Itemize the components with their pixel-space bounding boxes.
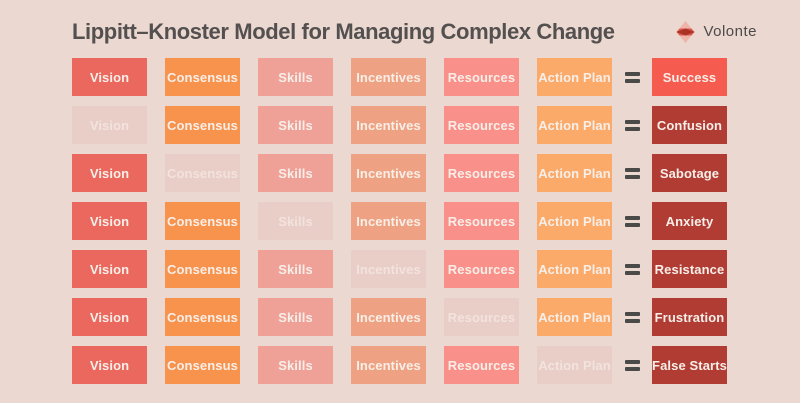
factor-box-action-plan: Action Plan — [537, 202, 612, 240]
model-row: Vision Consensus Skills Incentives Resources… — [72, 298, 800, 336]
result-box-success: Success — [652, 58, 727, 96]
factor-box-resources: Resources — [444, 250, 519, 288]
factor-box-resources-missing: Resources — [444, 298, 519, 336]
equals-bar — [624, 174, 640, 179]
equals-bar — [624, 71, 640, 76]
factor-box-incentives: Incentives — [351, 298, 426, 336]
factor-box-consensus-missing: Consensus — [165, 154, 240, 192]
equals-icon — [624, 263, 640, 275]
factor-box-skills-missing: Skills — [258, 202, 333, 240]
equals-bar — [624, 119, 640, 124]
factor-box-vision: Vision — [72, 250, 147, 288]
factor-box-incentives-missing: Incentives — [351, 250, 426, 288]
model-row: Vision Consensus Skills Incentives Resources… — [72, 58, 800, 96]
result-box-anxiety: Anxiety — [652, 202, 727, 240]
equals-icon — [624, 119, 640, 131]
factor-box-incentives: Incentives — [351, 106, 426, 144]
factor-box-vision: Vision — [72, 58, 147, 96]
factor-box-consensus: Consensus — [165, 298, 240, 336]
factor-box-consensus: Consensus — [165, 202, 240, 240]
factor-box-resources: Resources — [444, 346, 519, 384]
factor-box-skills: Skills — [258, 58, 333, 96]
model-row: Vision Consensus Skills Incentives Resources… — [72, 250, 800, 288]
factor-box-incentives: Incentives — [351, 58, 426, 96]
equals-bar — [624, 222, 640, 227]
factor-box-consensus: Consensus — [165, 58, 240, 96]
model-row: Vision Consensus Skills Incentives Resources… — [72, 202, 800, 240]
factor-box-vision: Vision — [72, 346, 147, 384]
equals-bar — [624, 270, 640, 275]
factor-box-action-plan: Action Plan — [537, 298, 612, 336]
header: Lippitt–Knoster Model for Managing Compl… — [0, 0, 800, 46]
factor-box-skills: Skills — [258, 250, 333, 288]
factor-box-action-plan-missing: Action Plan — [537, 346, 612, 384]
equals-icon — [624, 359, 640, 371]
model-row: Vision Consensus Skills Incentives Resources… — [72, 106, 800, 144]
equals-bar — [624, 311, 640, 316]
equals-icon — [624, 215, 640, 227]
result-box-false-starts: False Starts — [652, 346, 727, 384]
brand-logo-text: Volonte — [703, 23, 757, 40]
factor-box-skills: Skills — [258, 154, 333, 192]
factor-box-consensus: Consensus — [165, 346, 240, 384]
factor-box-action-plan: Action Plan — [537, 250, 612, 288]
result-box-sabotage: Sabotage — [652, 154, 727, 192]
equals-bar — [624, 78, 640, 83]
factor-box-vision-missing: Vision — [72, 106, 147, 144]
result-box-resistance: Resistance — [652, 250, 727, 288]
factor-box-incentives: Incentives — [351, 154, 426, 192]
factor-box-resources: Resources — [444, 202, 519, 240]
factor-box-action-plan: Action Plan — [537, 154, 612, 192]
equals-bar — [624, 167, 640, 172]
model-row: Vision Consensus Skills Incentives Resources… — [72, 346, 800, 384]
factor-box-vision: Vision — [72, 154, 147, 192]
equals-bar — [624, 215, 640, 220]
factor-box-incentives: Incentives — [351, 202, 426, 240]
factor-box-resources: Resources — [444, 106, 519, 144]
model-row: Vision Consensus Skills Incentives Resources… — [72, 154, 800, 192]
equals-icon — [624, 167, 640, 179]
equals-bar — [624, 366, 640, 371]
equals-icon — [624, 311, 640, 323]
equals-bar — [624, 359, 640, 364]
factor-box-incentives: Incentives — [351, 346, 426, 384]
volonte-diamond-logo-icon — [676, 20, 695, 43]
factor-box-vision: Vision — [72, 298, 147, 336]
equals-bar — [624, 318, 640, 323]
factor-box-skills: Skills — [258, 298, 333, 336]
equals-icon — [624, 71, 640, 83]
factor-box-action-plan: Action Plan — [537, 58, 612, 96]
model-grid: Vision Consensus Skills Incentives Resources… — [72, 58, 800, 384]
page-title: Lippitt–Knoster Model for Managing Compl… — [72, 18, 615, 44]
factor-box-consensus: Consensus — [165, 250, 240, 288]
equals-bar — [624, 126, 640, 131]
factor-box-skills: Skills — [258, 346, 333, 384]
factor-box-skills: Skills — [258, 106, 333, 144]
factor-box-vision: Vision — [72, 202, 147, 240]
factor-box-resources: Resources — [444, 58, 519, 96]
factor-box-action-plan: Action Plan — [537, 106, 612, 144]
result-box-frustration: Frustration — [652, 298, 727, 336]
equals-bar — [624, 263, 640, 268]
factor-box-resources: Resources — [444, 154, 519, 192]
result-box-confusion: Confusion — [652, 106, 727, 144]
brand-logo: Volonte — [675, 20, 757, 43]
factor-box-consensus: Consensus — [165, 106, 240, 144]
